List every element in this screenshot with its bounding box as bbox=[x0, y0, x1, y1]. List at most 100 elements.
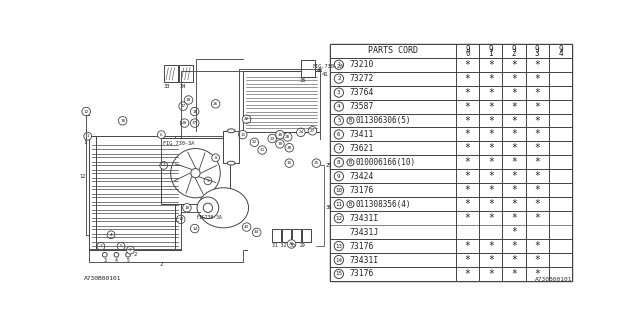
Circle shape bbox=[184, 96, 193, 104]
Bar bbox=[549, 114, 572, 127]
Text: *: * bbox=[534, 185, 540, 195]
Circle shape bbox=[157, 131, 165, 139]
Text: 011306306(5): 011306306(5) bbox=[356, 116, 412, 125]
Circle shape bbox=[117, 243, 125, 250]
Text: FIG730-3A: FIG730-3A bbox=[196, 214, 222, 220]
Bar bbox=[456, 114, 479, 127]
Bar bbox=[525, 44, 549, 58]
Bar bbox=[456, 211, 479, 239]
Bar bbox=[549, 86, 572, 100]
Bar bbox=[549, 156, 572, 169]
Text: *: * bbox=[511, 255, 517, 265]
Bar bbox=[525, 141, 549, 156]
Bar bbox=[456, 156, 479, 169]
Text: 73411: 73411 bbox=[349, 130, 373, 139]
Text: *: * bbox=[488, 116, 493, 125]
Text: 15: 15 bbox=[335, 271, 342, 276]
Text: 29: 29 bbox=[289, 242, 294, 246]
Text: 9: 9 bbox=[207, 179, 209, 183]
Text: *: * bbox=[488, 185, 493, 195]
Bar bbox=[549, 44, 572, 58]
Circle shape bbox=[276, 140, 284, 148]
Text: 42: 42 bbox=[244, 117, 249, 121]
Bar bbox=[175, 136, 180, 250]
Bar bbox=[456, 253, 479, 267]
Text: 3: 3 bbox=[100, 244, 102, 248]
Bar bbox=[456, 44, 479, 58]
Bar bbox=[525, 239, 549, 253]
Bar bbox=[502, 44, 525, 58]
Bar bbox=[502, 197, 525, 211]
Text: 27: 27 bbox=[310, 129, 315, 133]
Text: *: * bbox=[465, 269, 470, 279]
Text: 9: 9 bbox=[535, 44, 540, 53]
Text: 9: 9 bbox=[337, 174, 340, 179]
Text: *: * bbox=[534, 116, 540, 125]
Bar bbox=[502, 253, 525, 267]
Text: *: * bbox=[488, 171, 493, 181]
Text: *: * bbox=[534, 269, 540, 279]
Bar bbox=[161, 139, 230, 204]
Text: *: * bbox=[465, 143, 470, 153]
Text: *: * bbox=[465, 88, 470, 98]
Bar bbox=[502, 58, 525, 72]
Text: *: * bbox=[488, 255, 493, 265]
Text: *: * bbox=[465, 171, 470, 181]
Text: 7: 7 bbox=[163, 164, 165, 167]
Text: 4: 4 bbox=[109, 233, 112, 237]
Text: 29: 29 bbox=[300, 243, 305, 248]
Ellipse shape bbox=[227, 161, 235, 165]
Text: 12: 12 bbox=[79, 174, 86, 180]
Text: 11: 11 bbox=[240, 133, 245, 137]
Text: 13: 13 bbox=[178, 217, 184, 221]
Bar bbox=[479, 127, 502, 141]
Circle shape bbox=[285, 143, 294, 152]
Text: 37: 37 bbox=[192, 121, 197, 125]
Text: 1: 1 bbox=[488, 49, 493, 58]
Circle shape bbox=[182, 204, 191, 212]
Bar bbox=[525, 156, 549, 169]
Ellipse shape bbox=[227, 129, 235, 133]
Text: 10: 10 bbox=[335, 188, 342, 193]
Text: *: * bbox=[465, 60, 470, 70]
Bar bbox=[525, 86, 549, 100]
Text: 8: 8 bbox=[337, 160, 340, 165]
Bar bbox=[243, 71, 320, 132]
Bar bbox=[549, 211, 572, 239]
Text: 5: 5 bbox=[337, 118, 340, 123]
Bar bbox=[330, 267, 456, 281]
Circle shape bbox=[276, 131, 284, 139]
Text: *: * bbox=[534, 60, 540, 70]
Text: 73424: 73424 bbox=[349, 172, 373, 181]
Text: *: * bbox=[488, 199, 493, 209]
Text: *: * bbox=[465, 185, 470, 195]
Circle shape bbox=[191, 224, 199, 233]
Text: *: * bbox=[534, 143, 540, 153]
Text: *: * bbox=[511, 101, 517, 112]
Text: 25: 25 bbox=[314, 161, 319, 165]
Text: 23: 23 bbox=[269, 137, 275, 140]
Text: 73176: 73176 bbox=[349, 269, 373, 278]
Bar bbox=[502, 239, 525, 253]
Bar bbox=[479, 58, 502, 72]
Circle shape bbox=[284, 133, 292, 141]
Bar bbox=[549, 58, 572, 72]
Text: 73210: 73210 bbox=[349, 60, 373, 69]
Text: *: * bbox=[534, 101, 540, 112]
Text: 1: 1 bbox=[86, 134, 89, 138]
Text: 17: 17 bbox=[180, 104, 186, 108]
Circle shape bbox=[312, 159, 321, 167]
Bar bbox=[330, 197, 456, 211]
Text: A730B00101: A730B00101 bbox=[84, 276, 122, 281]
Bar bbox=[549, 239, 572, 253]
Text: 26: 26 bbox=[213, 102, 218, 106]
Text: 73176: 73176 bbox=[349, 186, 373, 195]
Text: 1: 1 bbox=[337, 62, 340, 67]
Bar bbox=[502, 141, 525, 156]
Bar bbox=[525, 197, 549, 211]
Bar bbox=[456, 127, 479, 141]
Bar bbox=[456, 58, 479, 72]
Bar bbox=[525, 58, 549, 72]
Bar bbox=[479, 72, 502, 86]
Text: *: * bbox=[511, 213, 517, 223]
